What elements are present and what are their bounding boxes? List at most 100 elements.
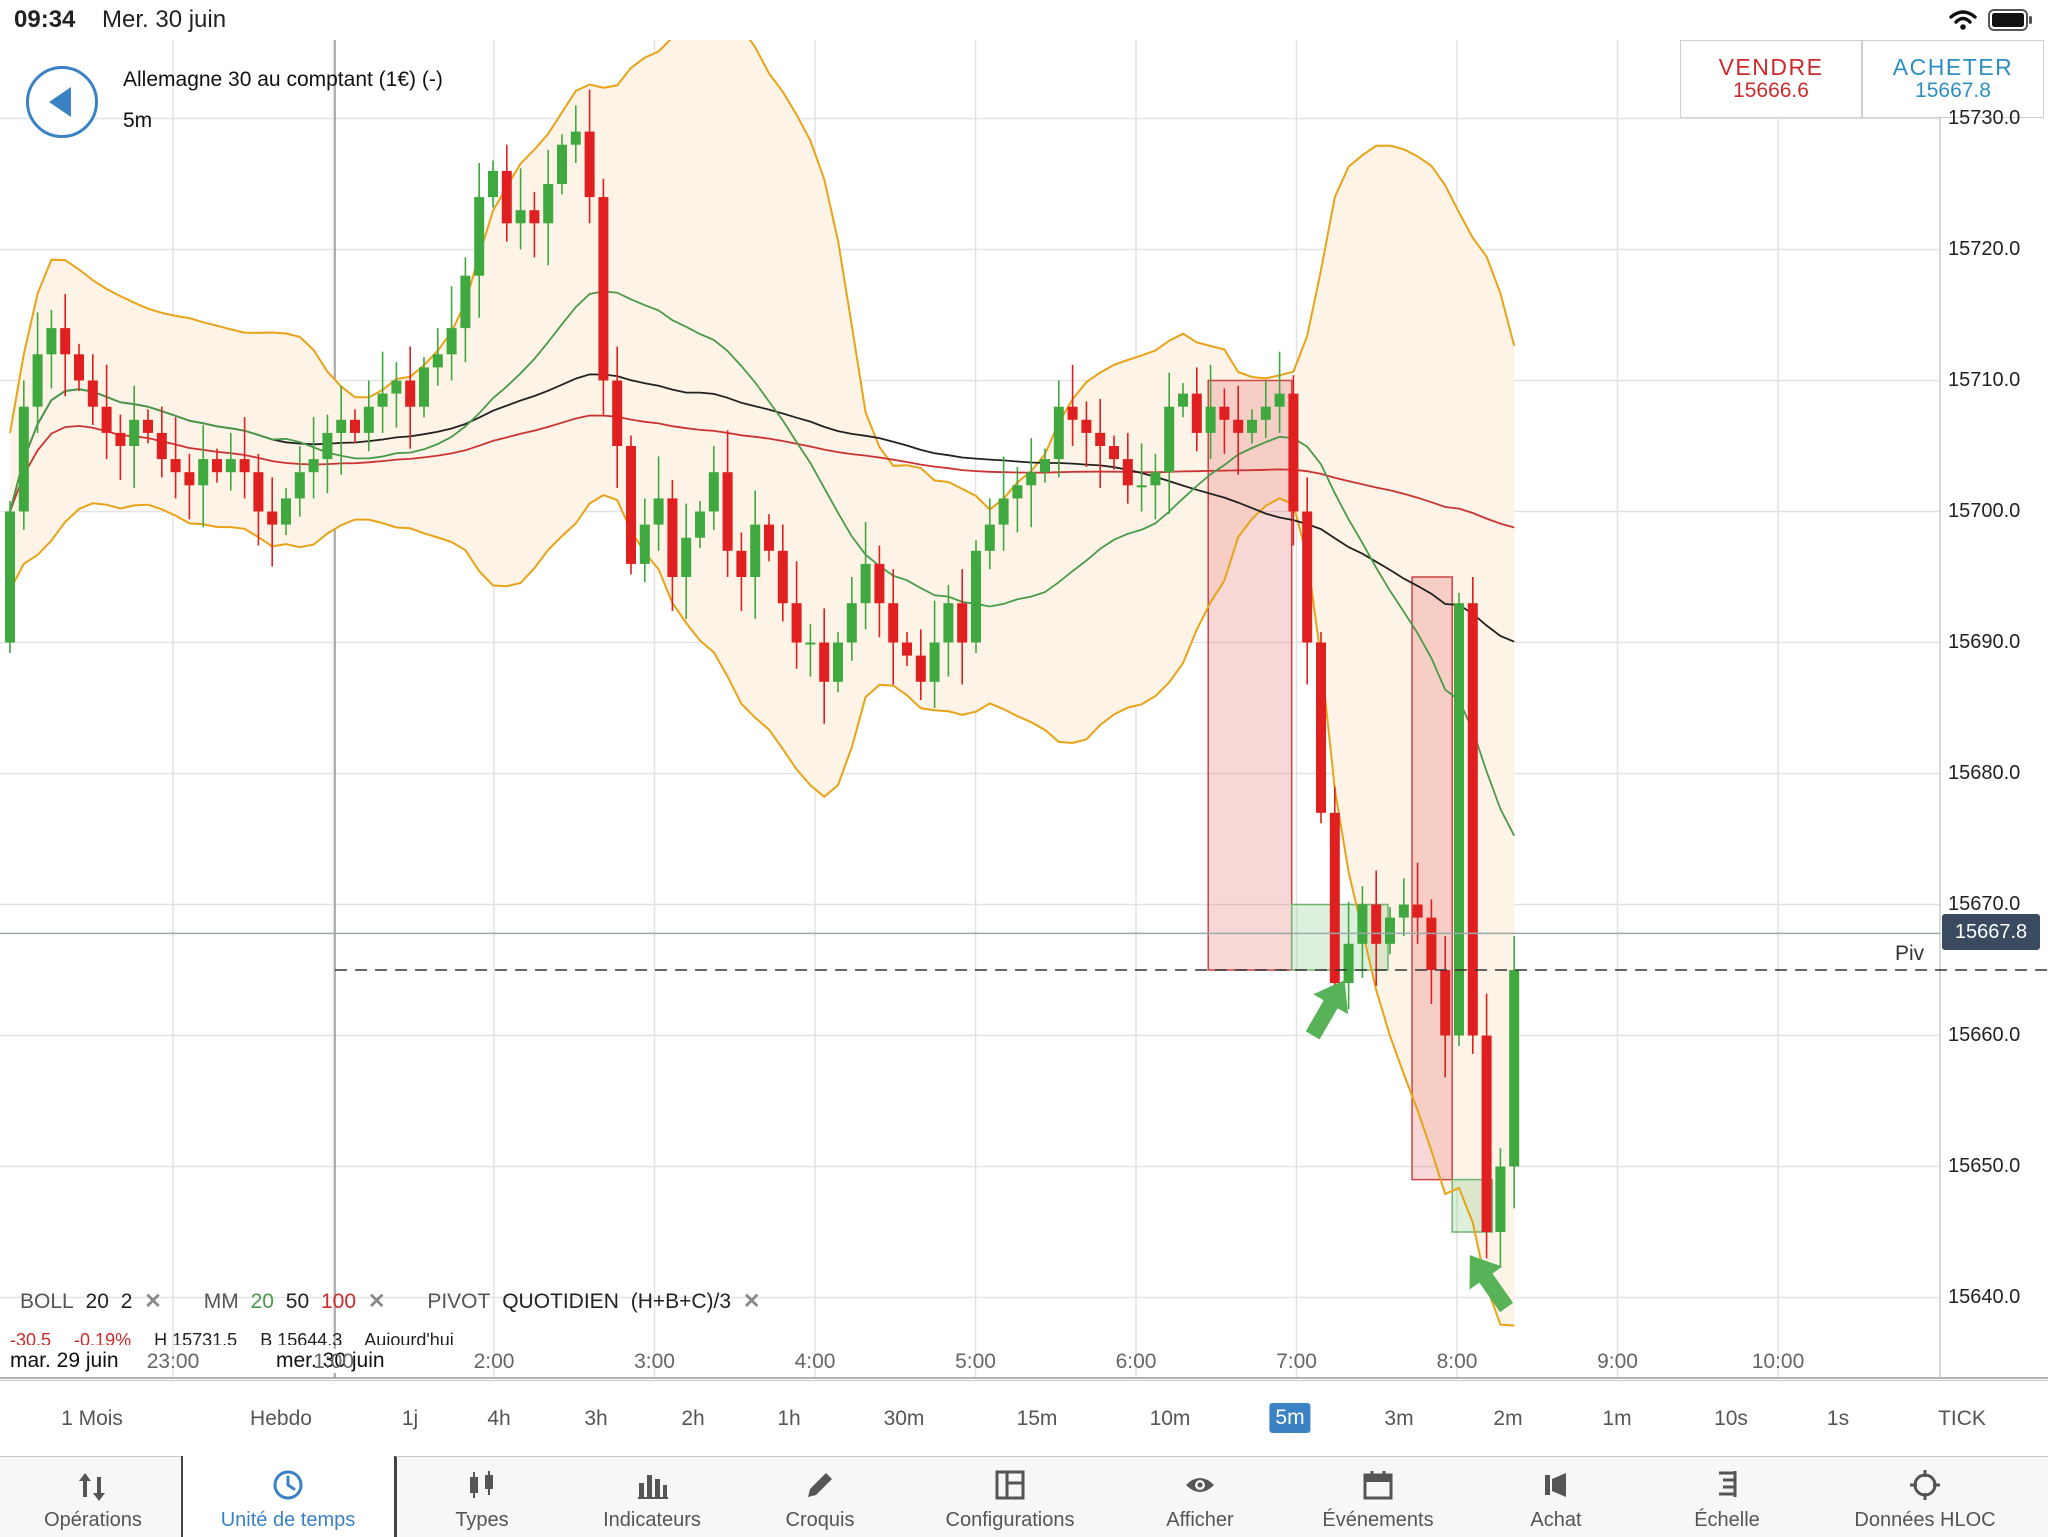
bollinger-upper (9, 40, 1516, 511)
timeframe-1j[interactable]: 1j (401, 1407, 419, 1430)
legend-pivot-label[interactable]: PIVOT (427, 1290, 491, 1313)
candle-down (1122, 459, 1133, 486)
candle-up (1178, 393, 1188, 407)
timeframe-hebdo[interactable]: Hebdo (250, 1407, 312, 1430)
candle-down (170, 459, 181, 473)
eye-icon (1184, 1469, 1216, 1506)
candle-up (929, 642, 940, 682)
timeframe-1-mois[interactable]: 1 Mois (61, 1407, 123, 1430)
pivot-label: Piv (1895, 942, 1925, 965)
toolbar-layout-button[interactable]: Configurations (920, 1457, 1100, 1537)
time-tick: 5:00 (955, 1350, 996, 1373)
time-tick: 23:00 (146, 1350, 200, 1373)
remove-boll-icon[interactable]: ✕ (144, 1290, 162, 1313)
toolbar-arrows-updown-button[interactable]: Opérations (3, 1457, 183, 1537)
candle-down (584, 131, 595, 198)
candle-up (1164, 406, 1175, 473)
toolbar-label: Configurations (945, 1509, 1075, 1531)
toolbar-bar-chart-button[interactable]: Indicateurs (562, 1457, 742, 1537)
candle-up (943, 603, 954, 643)
candle-down (722, 472, 733, 551)
candle-up (18, 406, 29, 512)
price-tick: 15640.0 (1948, 1285, 2021, 1308)
candle-up (432, 354, 443, 368)
timeframe-1m[interactable]: 1m (1602, 1407, 1632, 1430)
candle-up (1343, 943, 1354, 984)
candle-down (350, 419, 360, 433)
candle-down (74, 354, 84, 381)
toolbar-label: Opérations (44, 1509, 142, 1531)
candle-down (143, 419, 153, 433)
price-tick: 15690.0 (1948, 630, 2021, 653)
remove-ma-icon[interactable]: ✕ (367, 1290, 386, 1313)
candle-up (363, 406, 374, 433)
sell-button[interactable]: VENDRE 15666.6 (1680, 40, 1862, 118)
candle-up (1274, 393, 1285, 407)
timeframe-2h[interactable]: 2h (681, 1407, 705, 1430)
candle-up (1357, 904, 1368, 944)
timeframe-4h[interactable]: 4h (487, 1407, 511, 1430)
candle-up (653, 498, 664, 525)
toolbar-pencil-button[interactable]: Croquis (730, 1457, 910, 1537)
candle-up (446, 328, 457, 355)
toolbar-candlestick-button[interactable]: Types (392, 1457, 572, 1537)
candle-up (1150, 472, 1161, 486)
toolbar-calendar-button[interactable]: Événements (1288, 1457, 1468, 1537)
arrow-shape (1469, 1255, 1514, 1313)
candle-down (819, 642, 830, 682)
timeframe-10m[interactable]: 10m (1149, 1407, 1191, 1430)
sell-price: 15666.6 (1733, 79, 1809, 102)
candle-up (1205, 406, 1216, 433)
timeframe-3h[interactable]: 3h (584, 1407, 608, 1430)
chart-area[interactable] (0, 40, 2048, 1380)
timeframe-5m[interactable]: 5m (1269, 1403, 1311, 1433)
candlestick-icon (466, 1469, 498, 1506)
arrow-shape (1305, 980, 1348, 1040)
price-chart[interactable] (0, 40, 2048, 1380)
highlight-zone-red (1411, 576, 1453, 1181)
timeframe-15m[interactable]: 15m (1016, 1407, 1058, 1430)
timeframe-1h[interactable]: 1h (777, 1407, 801, 1430)
candle-up (1012, 485, 1023, 499)
timeframe-30m[interactable]: 30m (883, 1407, 925, 1430)
legend-boll-label[interactable]: BOLL (20, 1290, 74, 1313)
toolbar-label: Indicateurs (603, 1509, 701, 1531)
candle-up (708, 472, 719, 512)
legend-ma-label[interactable]: MM (203, 1290, 239, 1313)
timeframe-1s[interactable]: 1s (1826, 1407, 1850, 1430)
candle-down (156, 432, 167, 460)
candle-up (308, 459, 319, 473)
candle-down (902, 642, 912, 656)
price-tick: 15680.0 (1948, 761, 2021, 784)
toolbar-bell-button[interactable]: Achat (1466, 1457, 1646, 1537)
toolbar-clock-button[interactable]: Unité de temps (198, 1457, 378, 1537)
buy-button[interactable]: ACHETER 15667.8 (1862, 40, 2044, 118)
candle-up (1053, 406, 1064, 460)
legend-boll-dev: 2 (120, 1290, 133, 1313)
toolbar-label: Achat (1530, 1509, 1582, 1531)
candle-up (460, 275, 471, 329)
price-tick: 15710.0 (1948, 368, 2021, 391)
timeframe-3m[interactable]: 3m (1384, 1407, 1414, 1430)
candle-down (888, 603, 899, 643)
timeframe-2m[interactable]: 2m (1493, 1407, 1523, 1430)
candle-down (267, 511, 278, 525)
price-tick: 15730.0 (1948, 106, 2021, 129)
toolbar-label: Croquis (785, 1509, 855, 1531)
toolbar-eye-button[interactable]: Afficher (1110, 1457, 1290, 1537)
candle-down (612, 380, 623, 446)
remove-pivot-icon[interactable]: ✕ (742, 1290, 761, 1313)
candle-up (1026, 472, 1037, 486)
candle-down (405, 380, 416, 407)
candle-down (736, 550, 747, 577)
timeframe-tick[interactable]: TICK (1938, 1407, 1986, 1430)
time-tick: 1:00 (313, 1350, 354, 1373)
battery-icon (1988, 9, 2032, 31)
arrows-updown-icon (77, 1469, 109, 1506)
time-tick: 2:00 (473, 1350, 515, 1373)
toolbar-scale-button[interactable]: Échelle (1637, 1457, 1817, 1537)
toolbar-crosshair-button[interactable]: Données HLOC (1835, 1457, 2015, 1537)
timeframe-10s[interactable]: 10s (1714, 1407, 1748, 1430)
wifi-icon (1949, 10, 1977, 30)
back-button[interactable] (26, 66, 98, 138)
